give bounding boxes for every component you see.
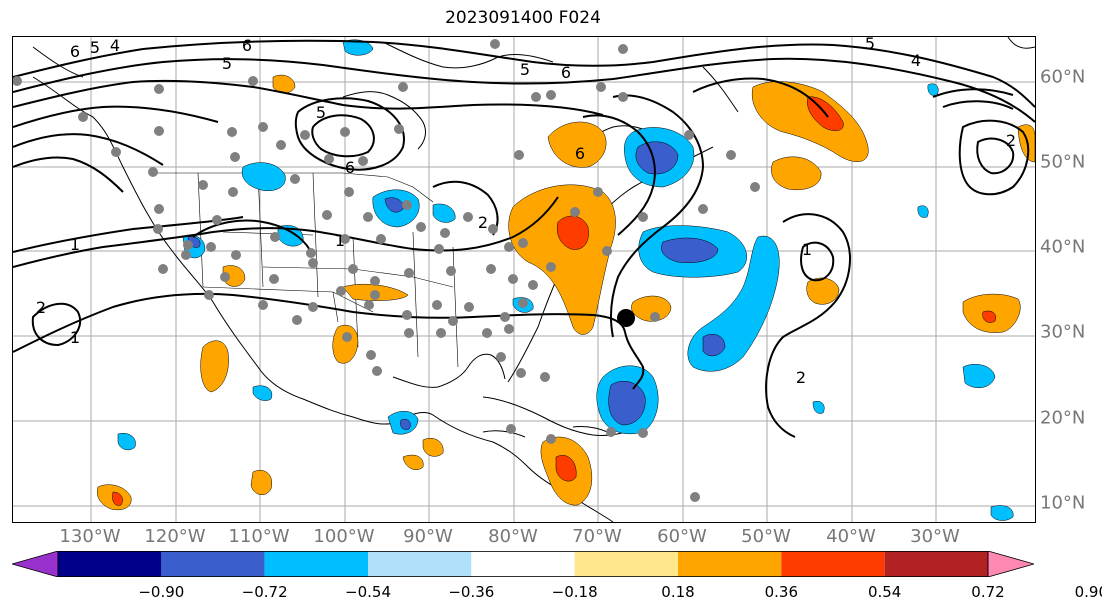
contour-label: 5	[222, 54, 232, 73]
colorbar-segment	[884, 551, 988, 577]
longitude-label: 100°W	[313, 526, 375, 547]
colorbar-segment	[471, 551, 575, 577]
station-dots	[13, 39, 760, 502]
colorbar	[12, 551, 1034, 577]
height-contours	[13, 39, 1035, 438]
storm-center-marker	[617, 309, 635, 327]
latitude-label: 20°N	[1040, 407, 1086, 429]
contour-label: 4	[911, 51, 921, 70]
latitude-label: 30°N	[1040, 321, 1086, 343]
colorbar-tick-label: −0.72	[241, 583, 288, 601]
latitude-label: 50°N	[1040, 151, 1086, 173]
contour-label: 2	[1006, 131, 1016, 150]
colorbar-segment	[264, 551, 368, 577]
colorbar-tick-label: −0.36	[448, 583, 495, 601]
contour-label: 5	[316, 103, 326, 122]
colorbar-segment	[678, 551, 782, 577]
colorbar-tick-label: −0.18	[551, 583, 598, 601]
contour-label: 4	[110, 37, 120, 55]
contour-label: 6	[70, 42, 80, 61]
contour-label: 2	[478, 213, 488, 232]
contour-label: 5	[90, 38, 100, 57]
longitude-label: 80°W	[488, 526, 538, 547]
colorbar-tick-label: 0.72	[971, 583, 1005, 601]
contour-label: 1	[70, 235, 80, 254]
colorbar-segment	[781, 551, 885, 577]
longitude-label: 30°W	[910, 526, 960, 547]
contour-label: 5	[865, 37, 875, 53]
longitude-label: 120°W	[144, 526, 206, 547]
colorbar-tick-label: 0.36	[764, 583, 799, 601]
map-title: 2023091400 F024	[445, 8, 601, 28]
contour-label: 1	[335, 231, 345, 250]
colorbar-tick-label: 0.54	[867, 583, 902, 601]
longitude-label: 110°W	[228, 526, 290, 547]
contour-label: 2	[36, 298, 46, 317]
colorbar-tick-label: 0.18	[661, 583, 695, 601]
colorbar-tick-label: −0.54	[345, 583, 391, 601]
colorbar-max-extension	[987, 551, 1034, 577]
contour-label: 2	[796, 368, 806, 387]
coastlines	[32, 37, 1035, 522]
contour-label: 5	[520, 60, 530, 79]
colorbar-segment	[161, 551, 265, 577]
contour-label: 1	[70, 328, 80, 347]
colorbar-segment	[368, 551, 472, 577]
shaded-field	[97, 39, 1035, 521]
colorbar-segment	[58, 551, 162, 577]
longitude-label: 90°W	[403, 526, 453, 547]
contour-label: 6	[575, 144, 585, 163]
contour-label: 1	[802, 240, 812, 259]
colorbar-tick-label: 0.90	[1074, 583, 1102, 601]
longitude-label: 130°W	[59, 526, 121, 547]
colorbar-min-extension	[12, 551, 59, 577]
colorbar-segment	[574, 551, 678, 577]
longitude-label: 60°W	[657, 526, 707, 547]
contour-label: 6	[345, 158, 355, 177]
contour-label: 6	[561, 63, 571, 82]
longitude-label: 50°W	[741, 526, 791, 547]
contour-label: 6	[242, 37, 252, 55]
latitude-label: 40°N	[1040, 236, 1086, 258]
longitude-label: 70°W	[572, 526, 622, 547]
latitude-label: 10°N	[1040, 492, 1086, 514]
colorbar-outline	[57, 551, 989, 577]
colorbar-tick-label: −0.90	[138, 583, 185, 601]
longitude-label: 40°W	[826, 526, 876, 547]
latitude-label: 60°N	[1040, 66, 1086, 88]
